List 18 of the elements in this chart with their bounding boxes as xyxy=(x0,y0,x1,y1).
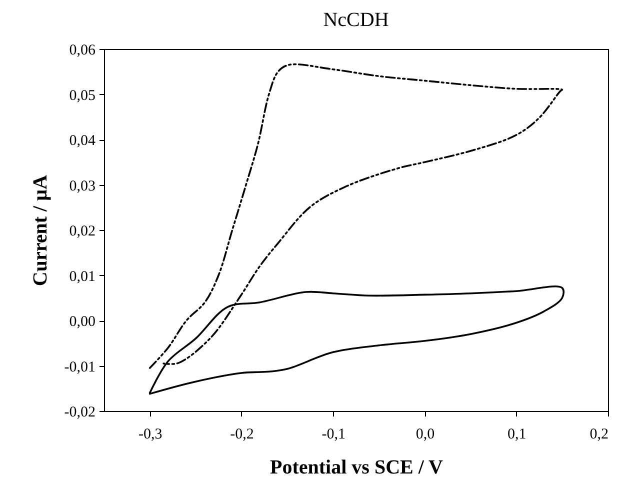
y-tick-label: 0,00 xyxy=(69,314,96,330)
y-axis-title: Current / µA xyxy=(29,174,52,286)
x-tick-label: -0,1 xyxy=(322,426,346,442)
x-tick-label: -0,2 xyxy=(230,426,254,442)
y-tick-label: 0,04 xyxy=(69,133,96,149)
y-tick-label: -0,01 xyxy=(64,359,96,376)
y-tick-label: -0,02 xyxy=(64,404,96,420)
x-tick-label: 0,1 xyxy=(507,426,526,442)
x-axis-title: Potential vs SCE / V xyxy=(270,456,444,478)
y-tick-label: 0,02 xyxy=(69,224,96,240)
x-tick-label: 0,0 xyxy=(416,426,435,442)
y-tick-label: 0,03 xyxy=(69,178,96,194)
x-tick-label: -0,3 xyxy=(138,426,162,442)
y-tick-label: 0,01 xyxy=(69,268,96,285)
chart-title: NcCDH xyxy=(323,9,389,31)
y-tick-label: 0,06 xyxy=(69,42,96,58)
y-tick-label: 0,05 xyxy=(69,88,96,104)
x-tick-label: 0,2 xyxy=(590,426,608,442)
